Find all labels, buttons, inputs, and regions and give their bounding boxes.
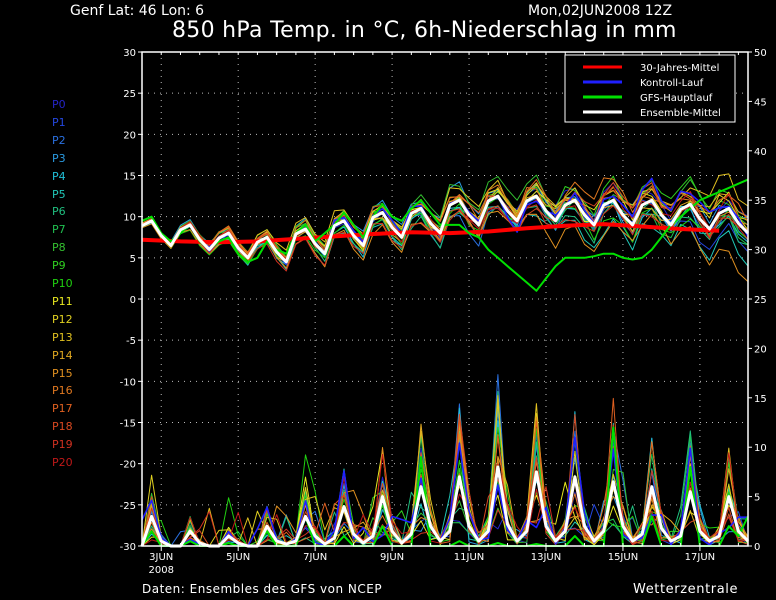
y-right-tick-label: 5: [754, 493, 760, 504]
y-left-tick-label: -20: [120, 460, 136, 471]
temp-line-p10: [141, 195, 749, 265]
y-left-tick-label: -10: [120, 377, 136, 388]
member-label-p17: P17: [52, 402, 73, 416]
member-label-p9: P9: [52, 259, 66, 273]
x-tick-label: 3JUN: [149, 552, 173, 563]
temp-line-p15: [141, 210, 749, 282]
y-right-tick-label: 30: [754, 246, 767, 257]
y-left-tick-label: 15: [123, 172, 136, 183]
brand-label: Wetterzentrale: [633, 582, 739, 597]
y-right-tick-label: 0: [754, 542, 760, 553]
y-right-tick-label: 45: [754, 97, 767, 108]
member-label-p2: P2: [52, 133, 66, 147]
x-tick-label: 7JUN: [303, 552, 327, 563]
y-right-tick-label: 35: [754, 196, 767, 207]
x-tick-label: 11JUN: [454, 552, 484, 563]
y-left-tick-label: 0: [130, 295, 136, 306]
member-label-p14: P14: [52, 348, 73, 362]
y-right-tick-label: 40: [754, 147, 767, 158]
member-label-p3: P3: [52, 151, 66, 165]
x-tick-label: 17JUN: [685, 552, 715, 563]
y-left-tick-label: -15: [120, 419, 136, 430]
member-label-p10: P10: [52, 277, 73, 290]
legend: 30-Jahres-Mittel Kontroll-Lauf GFS-Hauptla…: [564, 54, 736, 123]
y-left-tick-label: 30: [123, 48, 136, 59]
member-label-p6: P6: [52, 205, 66, 219]
x-tick-label: 15JUN: [608, 552, 638, 563]
legend-label: Ensemble-Mittel: [640, 108, 721, 119]
temp-line-ensemble-mean: [141, 194, 750, 264]
member-label-p13: P13: [52, 330, 73, 344]
member-label-p19: P19: [52, 438, 73, 452]
precip-line-p4: [141, 407, 749, 547]
temp-line-gfs-main: [141, 178, 749, 292]
precip-line-p13: [141, 395, 749, 547]
data-source-note: Daten: Ensembles des GFS von NCEP: [142, 582, 383, 596]
x-tick-label: 9JUN: [380, 552, 404, 563]
temp-line-climatology: [141, 222, 720, 245]
member-label-p20: P20: [52, 456, 73, 469]
y-right-tick-label: 10: [754, 443, 767, 454]
member-label-p5: P5: [52, 187, 66, 201]
y-right-tick-label: 50: [754, 48, 767, 59]
y-left-tick-label: 25: [123, 89, 136, 100]
member-label-p4: P4: [52, 169, 66, 183]
y-right-tick-label: 25: [754, 295, 767, 306]
precip-line-p17: [141, 397, 749, 547]
member-label-p18: P18: [52, 420, 73, 434]
precip-line-p12: [141, 402, 749, 547]
member-label-p8: P8: [52, 241, 66, 255]
y-left-tick-label: -30: [120, 542, 136, 553]
x-tick-label: 5JUN: [226, 552, 250, 563]
y-left-tick-label: 10: [123, 213, 136, 224]
precip-line-ensemble-mean: [140, 465, 750, 548]
y-left-tick-label: -5: [126, 336, 136, 347]
member-label-p1: P1: [52, 115, 66, 129]
member-label-p7: P7: [52, 223, 66, 237]
y-left-tick-label: 5: [130, 254, 136, 265]
y-left-tick-label: -25: [120, 501, 136, 512]
legend-label: GFS-Hauptlauf: [640, 93, 713, 104]
member-label-p16: P16: [52, 384, 73, 398]
precip-line-p3: [141, 409, 749, 547]
member-label-p15: P15: [52, 366, 73, 380]
member-label-p0: P0: [52, 98, 66, 111]
legend-label: 30-Jahres-Mittel: [640, 63, 719, 74]
y-right-tick-label: 15: [754, 394, 767, 405]
run-datetime: Mon,02JUN2008 12Z: [528, 3, 673, 19]
precip-line-p6: [141, 391, 748, 547]
chart-title: 850 hPa Temp. in °C, 6h-Niederschlag in …: [172, 18, 677, 43]
x-tick-year-label: 2008: [149, 565, 174, 576]
member-label-p11: P11: [52, 294, 73, 308]
location-label: Genf Lat: 46 Lon: 6: [70, 3, 205, 19]
y-right-tick-label: 20: [754, 344, 767, 355]
y-left-tick-label: 20: [123, 130, 136, 141]
temp-line-p17: [141, 179, 749, 260]
x-tick-label: 13JUN: [531, 552, 561, 563]
member-label-p12: P12: [52, 312, 73, 326]
legend-label: Kontroll-Lauf: [640, 78, 704, 89]
